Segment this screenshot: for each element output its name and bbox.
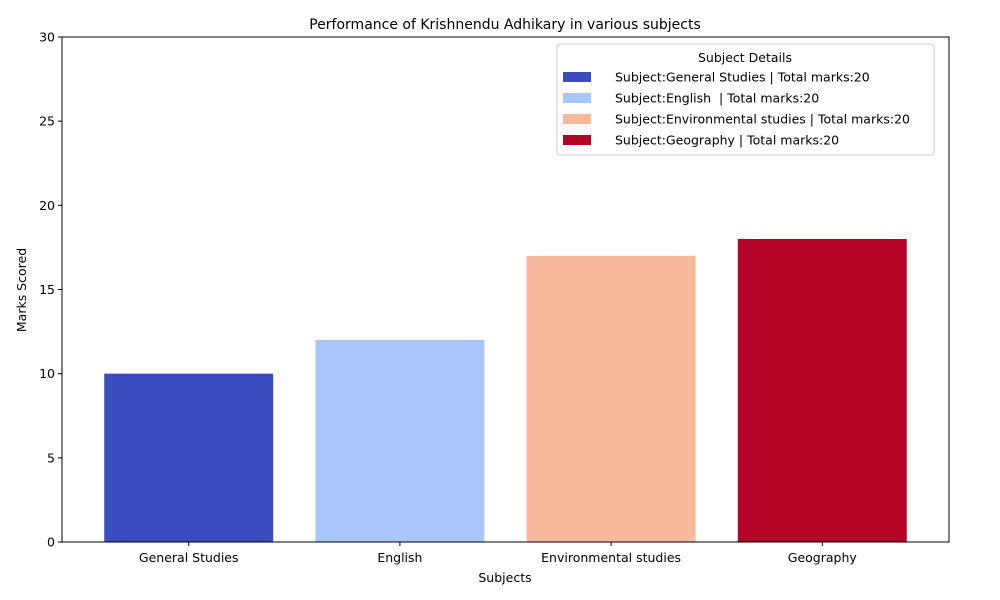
legend-swatch — [563, 93, 591, 103]
legend-frame — [556, 43, 935, 156]
legend-swatch — [563, 114, 591, 124]
x-tick-label: Geography — [788, 550, 858, 565]
y-tick-label: 10 — [39, 366, 55, 381]
bar-english — [315, 340, 485, 542]
legend-entry-label: Subject:Geography | Total marks:20 — [615, 133, 839, 148]
y-tick-label: 25 — [39, 114, 55, 129]
x-axis-label: Subjects — [478, 570, 531, 585]
bar-geography — [737, 239, 907, 542]
chart-title: Performance of Krishnendu Adhikary in va… — [309, 17, 701, 33]
bars — [104, 239, 907, 543]
legend-entries: Subject:General Studies | Total marks:20… — [563, 70, 910, 148]
x-tick-label: General Studies — [139, 550, 239, 565]
legend-swatch — [563, 135, 591, 145]
legend-title: Subject Details — [698, 50, 792, 65]
y-axis-label: Marks Scored — [14, 248, 29, 332]
legend-entry-label: Subject:General Studies | Total marks:20 — [615, 70, 870, 85]
y-axis: 0 5 10 15 20 25 30 — [39, 30, 62, 550]
x-tick-label: Environmental studies — [541, 550, 681, 565]
y-tick-label: 0 — [47, 535, 55, 550]
y-tick-label: 30 — [39, 30, 55, 45]
y-tick-label: 5 — [47, 450, 55, 465]
bar-general-studies — [104, 373, 274, 542]
plot-area — [61, 36, 950, 543]
x-axis: General Studies English Environmental stud… — [139, 542, 857, 565]
legend-entry-label: Subject:English | Total marks:20 — [615, 91, 819, 106]
legend-swatch — [563, 72, 591, 82]
x-tick-label: English — [377, 550, 422, 565]
y-tick-label: 15 — [39, 282, 55, 297]
legend: Subject Details Subject:General Studies … — [556, 43, 935, 156]
y-tick-label: 20 — [39, 198, 55, 213]
legend-entry-label: Subject:Environmental studies | Total ma… — [615, 112, 910, 127]
bar-environmental-studies — [526, 255, 696, 543]
